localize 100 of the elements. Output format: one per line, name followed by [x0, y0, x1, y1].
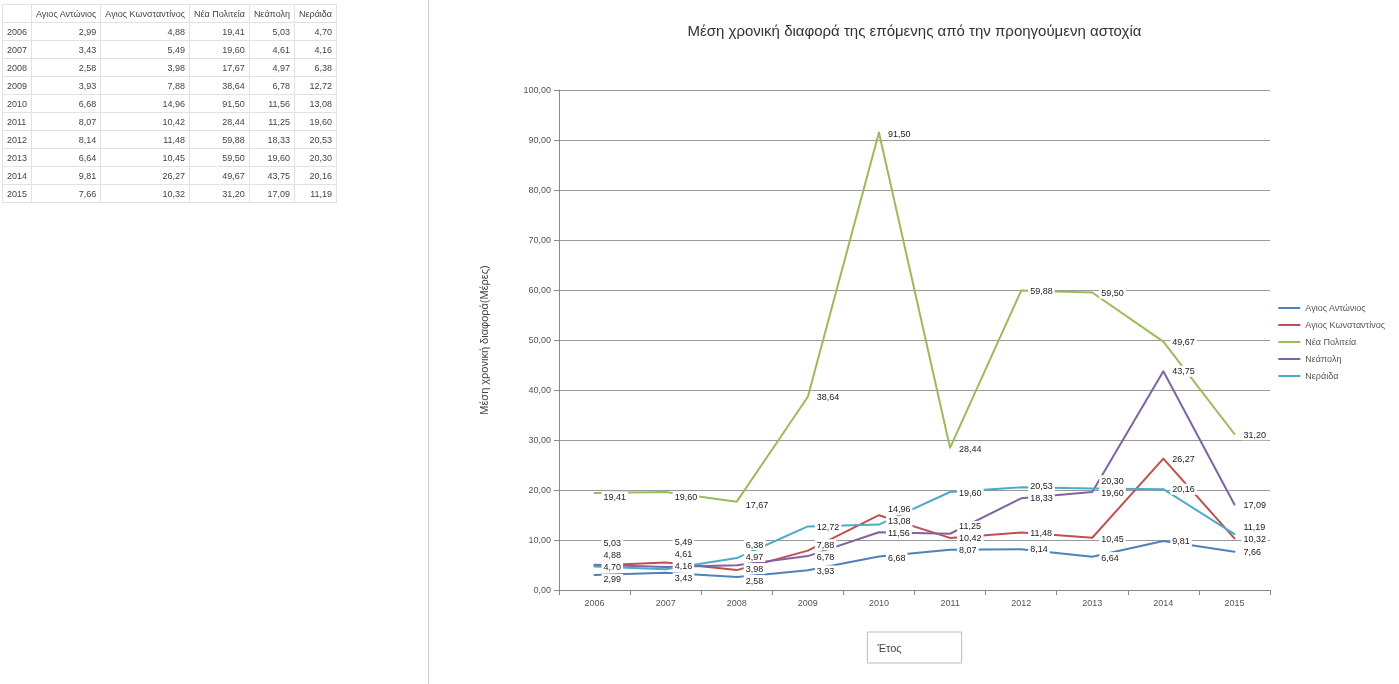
data-label: 6,38: [745, 539, 764, 550]
category-label: 2015: [7, 188, 28, 199]
text: 12,72: [309, 80, 333, 91]
text: 4,70: [314, 26, 333, 37]
text: 59,50: [222, 152, 245, 163]
data-label: 20,30: [1101, 475, 1124, 486]
data-label: 11,56: [887, 528, 910, 539]
text: 11,56: [268, 98, 291, 109]
text: 3,93: [78, 80, 97, 91]
data-label: 11,25: [959, 521, 981, 532]
data-label: 6,64: [1101, 552, 1119, 563]
x-tick-label: 2008: [726, 597, 747, 608]
data-label: 17,09: [1243, 500, 1266, 511]
text: 43,75: [267, 170, 291, 181]
text: 4,16: [314, 44, 333, 55]
category-label: 2011: [7, 116, 27, 127]
data-label: 11,48: [1030, 527, 1053, 538]
data-label: 5,03: [603, 538, 622, 549]
y-tick-label: 10,00: [528, 535, 551, 545]
data-label: 4,61: [674, 549, 693, 560]
text: Νέα Πολιτεία: [194, 8, 245, 19]
data-label: 11,19: [1243, 522, 1266, 533]
text: 19,60: [309, 116, 333, 127]
text: 14,96: [162, 98, 186, 109]
data-label: 6,78: [816, 551, 835, 562]
category-label: 2013: [7, 152, 28, 163]
text: 10,42: [162, 116, 186, 127]
text: 20,16: [309, 170, 333, 181]
text: 2,99: [78, 26, 97, 37]
data-label: 5,49: [674, 537, 693, 548]
y-tick-label: 100,00: [523, 85, 551, 95]
data-label: 2,99: [603, 574, 622, 585]
data-label: 9,81: [1172, 535, 1190, 546]
data-label: 31,20: [1243, 429, 1266, 440]
y-tick-label: 30,00: [528, 435, 551, 445]
text: 38,64: [222, 80, 245, 91]
data-label: 20,53: [1030, 481, 1053, 492]
data-label: 43,75: [1172, 366, 1195, 377]
y-tick-label: 50,00: [528, 335, 551, 345]
data-label: 7,66: [1243, 547, 1261, 558]
data-label: 26,27: [1172, 453, 1195, 464]
y-tick-label: 20,00: [528, 485, 551, 495]
text: 19,41: [222, 26, 245, 37]
x-tick-label: 2014: [1153, 597, 1174, 608]
text: 5,03: [272, 26, 291, 37]
category-label: 2006: [7, 26, 28, 37]
data-label: 19,60: [959, 487, 982, 498]
text: 13,08: [309, 98, 333, 109]
data-label: 28,44: [959, 443, 982, 454]
y-tick-label: 40,00: [528, 385, 551, 395]
x-tick-label: 2013: [1082, 597, 1103, 608]
y-tick-label: 0,00: [533, 585, 551, 595]
data-label: 12,72: [816, 522, 840, 533]
data-label: 2,58: [745, 575, 764, 586]
text: 6,78: [272, 80, 291, 91]
x-axis-title: Έτος: [876, 641, 902, 654]
data-label: 3,43: [674, 573, 693, 584]
text: 10,32: [162, 188, 186, 199]
text: 4,61: [272, 44, 291, 55]
x-tick-label: 2011: [940, 597, 960, 608]
text: 3,43: [78, 44, 97, 55]
x-tick-label: 2007: [655, 597, 676, 608]
category-label: 2012: [7, 134, 28, 145]
text: 5,49: [167, 44, 186, 55]
y-tick-label: 80,00: [528, 185, 551, 195]
text: 4,88: [167, 26, 186, 37]
data-label: 10,45: [1101, 533, 1124, 544]
data-label: 8,14: [1030, 544, 1048, 555]
data-label: 3,98: [745, 563, 764, 574]
text: 7,88: [167, 80, 186, 91]
text: Αγιος Κωνσταντίνος: [105, 8, 186, 19]
text: 7,66: [78, 188, 97, 199]
text: 19,60: [222, 44, 245, 55]
line-series: [593, 131, 1236, 503]
data-label: 10,42: [959, 533, 982, 544]
category-label: 2010: [7, 98, 28, 109]
legend-label: Αγιος Κωνσταντίνος: [1305, 320, 1386, 330]
data-label: 59,88: [1030, 285, 1053, 296]
legend-label: Αγιος Αντώνιος: [1305, 303, 1367, 313]
category-label: 2007: [7, 44, 28, 55]
text: 31,20: [222, 188, 245, 199]
text: 4,97: [272, 62, 291, 73]
x-tick-label: 2009: [797, 597, 818, 608]
legend-label: Νεάπολη: [1305, 354, 1342, 364]
text: 6,68: [78, 98, 97, 109]
text: 9,81: [78, 170, 97, 181]
text: Νεράιδα: [299, 8, 333, 19]
text: 20,30: [309, 152, 333, 163]
text: 11,48: [163, 134, 186, 145]
data-label: 4,70: [603, 562, 622, 573]
data-label: 6,68: [887, 552, 906, 563]
text: 10,45: [162, 152, 186, 163]
data-label: 10,32: [1243, 534, 1266, 545]
y-tick-label: 60,00: [528, 285, 551, 295]
text: 19,60: [267, 152, 291, 163]
data-label: 4,16: [674, 561, 693, 572]
data-label: 13,08: [887, 516, 911, 527]
text: 8,07: [78, 116, 97, 127]
category-label: 2009: [7, 80, 28, 91]
category-label: 2014: [7, 170, 28, 181]
